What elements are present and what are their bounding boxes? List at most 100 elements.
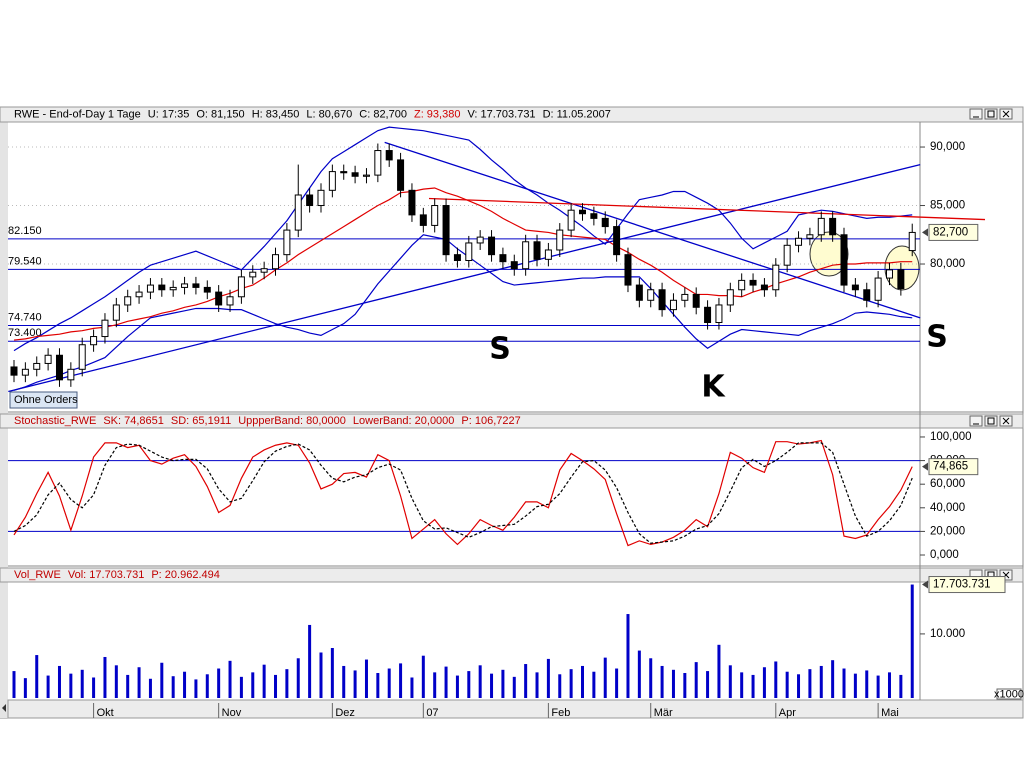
candle-body xyxy=(499,254,507,263)
level-label: 82.150 xyxy=(8,225,42,237)
volume-bar xyxy=(251,672,255,698)
volume-bar xyxy=(239,676,243,698)
x-tick-label: 07 xyxy=(426,707,438,719)
candle-body xyxy=(658,289,666,311)
candle-body xyxy=(328,171,336,191)
candle-body xyxy=(874,277,882,301)
volume-bar xyxy=(35,655,39,698)
volume-bar xyxy=(558,674,562,698)
volume-bar xyxy=(262,664,266,698)
x-tick-label: Dez xyxy=(335,707,355,719)
candle-body xyxy=(124,296,132,306)
volume-bar xyxy=(785,671,789,698)
candle-body xyxy=(840,234,848,286)
volume-bar xyxy=(80,669,84,698)
pattern-label: K xyxy=(701,370,726,405)
candle-body xyxy=(249,271,257,278)
order-button-label[interactable]: Ohne Orders xyxy=(14,394,78,406)
header-item: P: 106,7227 xyxy=(461,415,520,427)
candle-body xyxy=(397,159,405,191)
icon xyxy=(987,110,995,118)
panel-header: Vol_RWE Vol: 17.703.731 P: 20.962.494 xyxy=(14,569,220,581)
pattern-label: S xyxy=(926,320,948,355)
candle-body xyxy=(749,279,757,286)
trend-line xyxy=(8,163,921,393)
volume-bar xyxy=(171,676,175,698)
volume-bar xyxy=(762,667,766,698)
line-series xyxy=(13,234,913,391)
candle-body xyxy=(112,304,120,321)
volume-bar xyxy=(569,669,573,698)
candle-body xyxy=(374,150,382,176)
icon xyxy=(1002,110,1010,118)
volume-bar xyxy=(626,614,630,698)
volume-bar xyxy=(899,674,903,698)
volume-bar xyxy=(683,673,687,698)
window-button[interactable] xyxy=(984,108,998,120)
last-value-box xyxy=(928,458,979,476)
volume-bar xyxy=(865,670,869,698)
x-tick-label: Mai xyxy=(881,707,899,719)
volume-bar xyxy=(228,660,232,698)
candle-body xyxy=(829,217,837,236)
panel-header: Stochastic_RWE SK: 74,8651 SD: 65,1911 Uppp… xyxy=(14,415,521,427)
candle-body xyxy=(260,268,268,273)
candle-body xyxy=(192,283,200,288)
candle-body xyxy=(851,284,859,291)
window-button[interactable] xyxy=(969,415,983,427)
time-axis-bar xyxy=(7,699,1024,719)
candle-body xyxy=(715,304,723,324)
volume-bar xyxy=(876,675,880,698)
volume-bar xyxy=(330,648,334,698)
volume-bar xyxy=(546,658,550,698)
volume-bar xyxy=(399,663,403,698)
window-button[interactable] xyxy=(969,108,983,120)
volume-bar xyxy=(148,678,152,698)
volume-bar xyxy=(114,665,118,698)
header-bar xyxy=(0,567,1024,583)
candle-body xyxy=(237,276,245,298)
x-tick-label: Mär xyxy=(654,707,673,719)
pattern-label: S xyxy=(489,332,511,367)
scroll-arrow[interactable] xyxy=(2,704,6,712)
candle-body xyxy=(476,236,484,244)
volume-bar xyxy=(603,657,607,698)
candle-body xyxy=(863,289,871,301)
volume-bar xyxy=(12,671,16,698)
volume-bar xyxy=(296,658,300,698)
candle-body xyxy=(408,189,416,216)
volume-bar xyxy=(433,672,437,698)
volume-bar xyxy=(887,672,891,698)
y-tick-label: 10.000 xyxy=(930,628,965,640)
volume-bar xyxy=(103,656,107,698)
volume-bar xyxy=(274,674,278,698)
order-button[interactable] xyxy=(9,391,78,409)
line-series xyxy=(13,126,913,352)
candle-body xyxy=(726,289,734,306)
volume-bar xyxy=(308,624,312,698)
candle-body xyxy=(522,241,530,270)
volume-bar xyxy=(512,676,516,698)
candle-body xyxy=(897,269,905,290)
window-button[interactable] xyxy=(984,415,998,427)
volume-bar xyxy=(774,661,778,698)
candle-body xyxy=(488,236,496,256)
x-tick-label: Nov xyxy=(222,707,242,719)
last-value-label: 17.703.731 xyxy=(933,579,991,591)
volume-bar xyxy=(467,671,471,698)
candle-body xyxy=(306,194,314,207)
last-value-label: 74,865 xyxy=(933,461,968,473)
volume-bar xyxy=(524,664,528,698)
y-tick-label: 0,000 xyxy=(930,549,959,561)
header-item: O: 81,150 xyxy=(196,108,244,120)
volume-bar xyxy=(501,669,505,698)
candle-body xyxy=(90,336,98,346)
unit-label: x1000 xyxy=(994,688,1024,700)
candle-body xyxy=(135,291,143,298)
volume-bar xyxy=(728,665,732,698)
volume-bar xyxy=(92,677,96,698)
y-tick-label: 20,000 xyxy=(930,525,965,537)
volume-bar xyxy=(910,584,914,698)
candle-body xyxy=(226,296,234,306)
level-label: 74.740 xyxy=(8,311,42,323)
